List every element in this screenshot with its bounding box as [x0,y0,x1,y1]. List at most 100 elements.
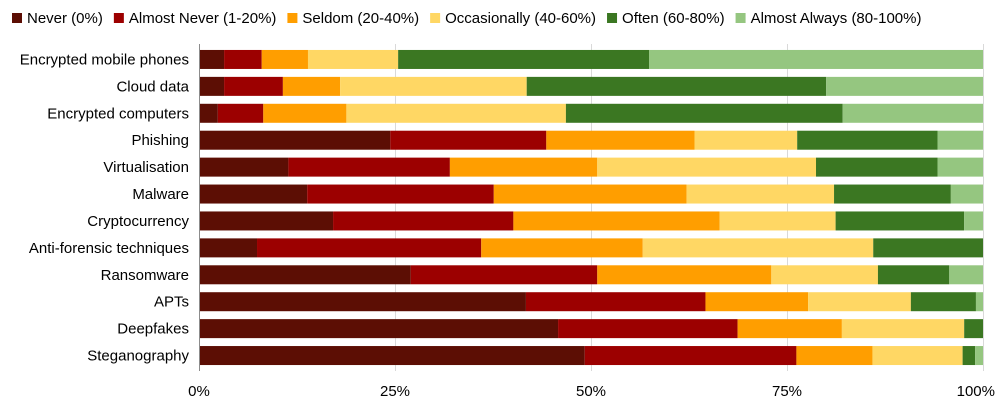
bar-deepfakes-never-0 [199,319,559,339]
x-tick-label-100: 100% [957,383,995,400]
bar-steganography-seldom-20-40 [796,346,873,366]
bar-steganography-occasionally-40-60 [872,346,963,366]
x-axis: 0% 25% 50% 75% 100% [188,44,995,400]
legend-label-often-60-80: Often (60-80%) [622,10,725,27]
bar-cryptocurrency-almost-never-1-20 [333,211,514,231]
bar-encrypted-computers-almost-always-80-100 [842,103,983,123]
bar-encrypted-computers-seldom-20-40 [263,103,347,123]
category-label-encrypted-computers: Encrypted computers [47,105,189,122]
bar-ransomware-seldom-20-40 [597,265,772,285]
bar-virtualisation-seldom-20-40 [449,157,598,177]
bar-malware-occasionally-40-60 [686,184,835,204]
bar-malware-almost-always-80-100 [950,184,983,204]
bar-deepfakes-occasionally-40-60 [841,319,965,339]
bar-cryptocurrency-often-60-80 [835,211,965,231]
x-tick-label-50: 50% [576,383,606,400]
bar-virtualisation-almost-never-1-20 [288,157,450,177]
bar-steganography-never-0 [199,346,585,366]
bar-steganography-almost-never-1-20 [584,346,797,366]
bar-apts-almost-never-1-20 [525,292,706,312]
bar-cryptocurrency-seldom-20-40 [513,211,720,231]
x-tick-label-0: 0% [188,383,210,400]
bar-ransomware-never-0 [199,265,411,285]
legend-swatch-almost-always-80-100 [735,13,746,23]
bar-cryptocurrency-almost-always-80-100 [964,211,983,231]
bar-cloud-data-almost-never-1-20 [224,76,283,96]
bar-phishing-almost-always-80-100 [937,130,983,150]
bars [199,49,983,366]
bar-virtualisation-almost-always-80-100 [937,157,983,177]
bar-encrypted-mobile-phones-occasionally-40-60 [307,49,399,69]
legend-swatch-often-60-80 [607,13,618,23]
legend-label-seldom-20-40: Seldom (20-40%) [302,10,419,27]
legend-swatch-never-0 [12,13,22,23]
bar-encrypted-computers-often-60-80 [565,103,843,123]
y-axis-labels: Encrypted mobile phones Cloud data Encrypt… [20,51,190,364]
category-label-anti-forensic-techniques: Anti-forensic techniques [29,240,189,257]
bar-cloud-data-never-0 [199,76,225,96]
bar-virtualisation-never-0 [199,157,289,177]
bar-encrypted-computers-occasionally-40-60 [346,103,566,123]
bar-anti-forensic-techniques-often-60-80 [873,238,983,258]
bar-phishing-almost-never-1-20 [390,130,547,150]
bar-encrypted-computers-almost-never-1-20 [217,103,264,123]
bar-apts-seldom-20-40 [705,292,809,312]
category-label-cryptocurrency: Cryptocurrency [87,213,189,230]
category-label-virtualisation: Virtualisation [103,159,189,176]
legend-label-never-0: Never (0%) [27,10,103,27]
category-label-cloud-data: Cloud data [116,78,189,95]
bar-steganography-almost-always-80-100 [975,346,983,366]
bar-phishing-seldom-20-40 [546,130,695,150]
bar-malware-often-60-80 [834,184,951,204]
x-tick-label-75: 75% [772,383,802,400]
bar-ransomware-occasionally-40-60 [771,265,878,285]
bar-malware-seldom-20-40 [493,184,687,204]
bar-phishing-never-0 [199,130,391,150]
bar-encrypted-mobile-phones-never-0 [199,49,225,69]
bar-anti-forensic-techniques-almost-never-1-20 [257,238,482,258]
category-label-phishing: Phishing [131,132,189,149]
bar-apts-occasionally-40-60 [808,292,911,312]
bar-cloud-data-often-60-80 [526,76,827,96]
bar-virtualisation-occasionally-40-60 [597,157,817,177]
x-tick-label-25: 25% [380,383,410,400]
bar-encrypted-mobile-phones-almost-always-80-100 [649,49,983,69]
category-label-deepfakes: Deepfakes [117,321,189,338]
category-label-ransomware: Ransomware [101,267,189,284]
bar-cryptocurrency-never-0 [199,211,334,231]
bar-encrypted-computers-never-0 [199,103,218,123]
category-label-steganography: Steganography [87,348,189,365]
bar-phishing-occasionally-40-60 [694,130,798,150]
bar-ransomware-almost-never-1-20 [410,265,598,285]
bar-cloud-data-occasionally-40-60 [340,76,527,96]
bar-anti-forensic-techniques-seldom-20-40 [481,238,643,258]
bar-phishing-often-60-80 [797,130,938,150]
category-label-encrypted-mobile-phones: Encrypted mobile phones [20,51,189,68]
bar-anti-forensic-techniques-never-0 [199,238,258,258]
bar-cryptocurrency-occasionally-40-60 [719,211,836,231]
bar-cloud-data-almost-always-80-100 [826,76,983,96]
bar-encrypted-mobile-phones-almost-never-1-20 [224,49,262,69]
bar-ransomware-almost-always-80-100 [949,265,983,285]
bar-steganography-often-60-80 [962,346,976,366]
bar-ransomware-often-60-80 [877,265,950,285]
legend-swatch-occasionally-40-60 [430,13,441,23]
bar-virtualisation-often-60-80 [816,157,938,177]
bar-apts-never-0 [199,292,526,312]
legend-label-almost-always-80-100: Almost Always (80-100%) [751,10,922,27]
bar-anti-forensic-techniques-occasionally-40-60 [642,238,874,258]
category-label-malware: Malware [132,186,189,203]
bar-deepfakes-almost-never-1-20 [558,319,738,339]
bar-malware-almost-never-1-20 [307,184,494,204]
bar-malware-never-0 [199,184,308,204]
legend-label-almost-never-1-20: Almost Never (1-20%) [129,10,277,27]
bar-apts-almost-always-80-100 [975,292,983,312]
legend-swatch-almost-never-1-20 [113,13,124,23]
bar-deepfakes-seldom-20-40 [737,319,842,339]
bar-deepfakes-often-60-80 [964,319,983,339]
legend-label-occasionally-40-60: Occasionally (40-60%) [445,10,596,27]
bar-apts-often-60-80 [910,292,976,312]
bar-cloud-data-seldom-20-40 [282,76,341,96]
category-label-apts: APTs [154,294,189,311]
